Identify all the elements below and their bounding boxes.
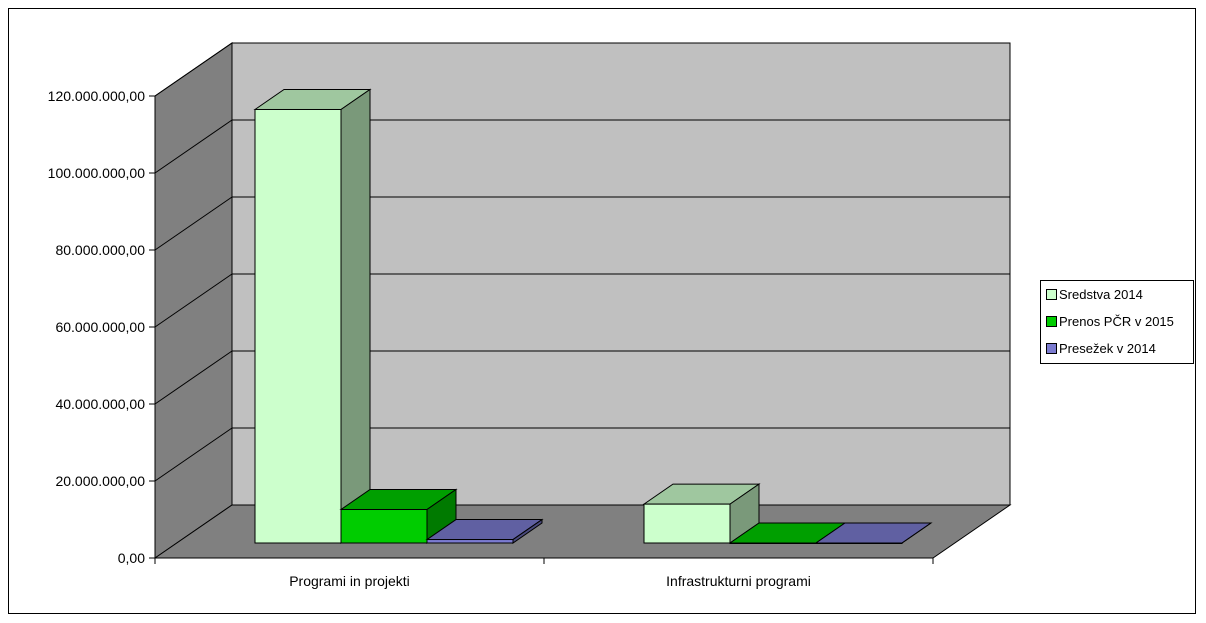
legend-item: Prenos PČR v 2015: [1046, 312, 1174, 330]
bar-side: [340, 88, 371, 544]
legend-swatch-series-2: [1046, 315, 1057, 327]
legend: Sredstva 2014 Prenos PČR v 2015 Presežek…: [1040, 280, 1194, 364]
y-tick-label: 60.000.000,00: [55, 319, 145, 335]
category-label: Infrastrukturni programi: [666, 573, 811, 589]
bar: [340, 509, 428, 544]
legend-label: Sredstva 2014: [1059, 286, 1143, 302]
legend-label: Prenos PČR v 2015: [1059, 313, 1174, 329]
legend-item: Presežek v 2014: [1046, 339, 1156, 357]
legend-swatch-series-3: [1046, 342, 1057, 354]
bar-side: [901, 522, 932, 544]
category-label: Programi in projekti: [289, 573, 410, 589]
gridline-side: [154, 196, 233, 251]
y-tick-label: 0,00: [118, 550, 145, 566]
bar: [729, 542, 817, 544]
bar: [815, 542, 903, 544]
legend-swatch-series-1: [1046, 288, 1057, 300]
bar: [254, 108, 342, 544]
legend-label: Presežek v 2014: [1059, 340, 1156, 356]
gridline-side: [154, 350, 233, 405]
gridline-side: [154, 119, 233, 174]
gridline-side: [154, 273, 233, 328]
legend-item: Sredstva 2014: [1046, 285, 1143, 303]
gridline-side: [154, 427, 233, 482]
y-tick-label: 40.000.000,00: [55, 396, 145, 412]
bars: [253, 88, 933, 544]
value-axis: 0,00 20.000.000,00 40.000.000,00 60.000.000…: [48, 88, 156, 566]
y-tick-label: 120.000.000,00: [48, 88, 146, 104]
gridline-side: [154, 42, 233, 97]
category-axis: Programi in projekti Infrastrukturni prog…: [154, 557, 934, 589]
y-tick-label: 20.000.000,00: [55, 473, 145, 489]
bar: [426, 539, 514, 544]
y-tick-label: 80.000.000,00: [55, 242, 145, 258]
y-tick-label: 100.000.000,00: [48, 165, 146, 181]
bar: [643, 503, 731, 544]
